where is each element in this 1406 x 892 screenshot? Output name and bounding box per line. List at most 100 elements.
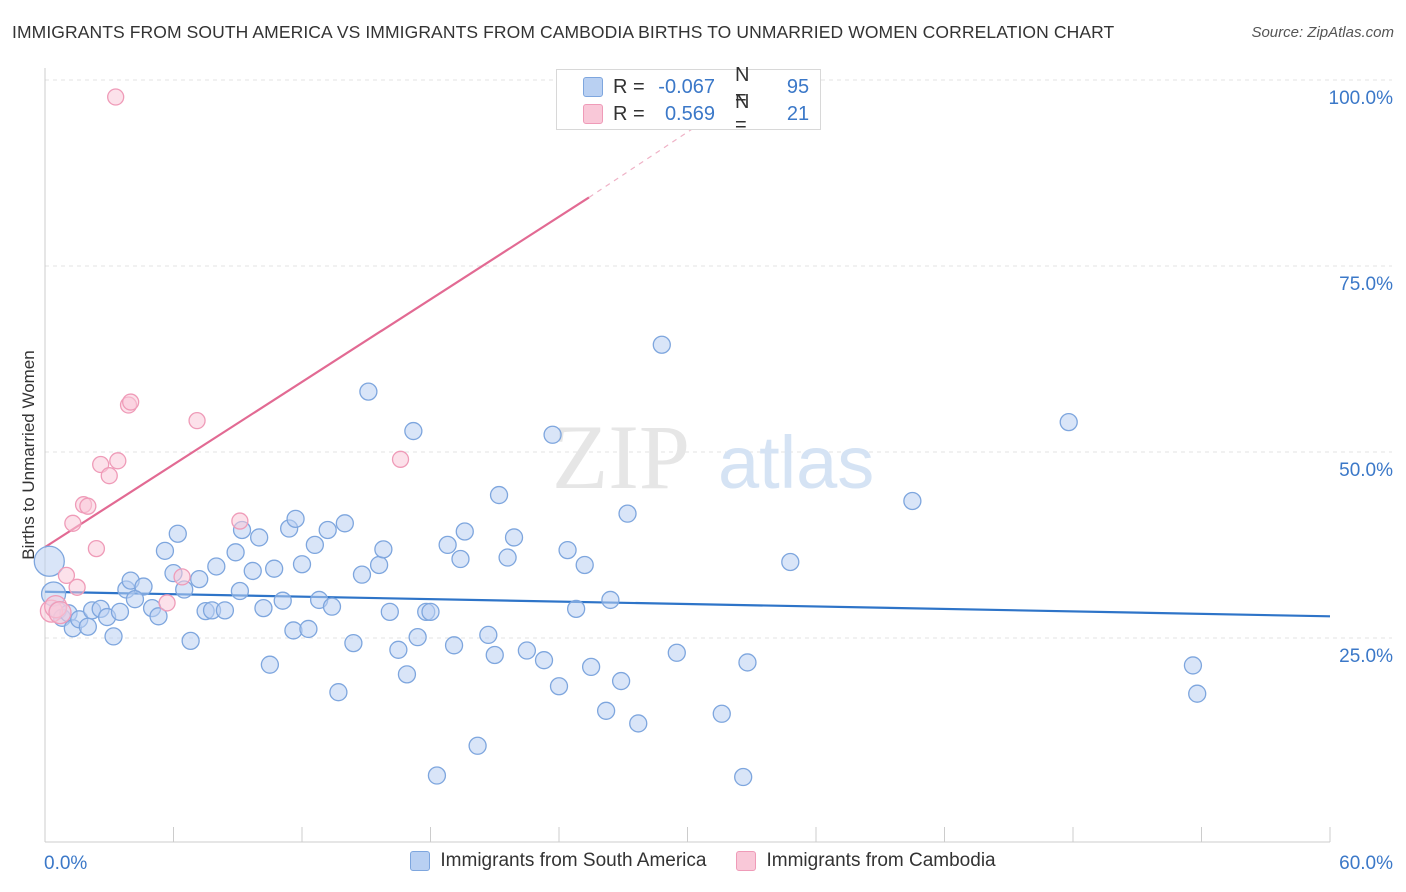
point-south-america bbox=[329, 683, 348, 702]
point-cambodia bbox=[231, 512, 249, 530]
point-south-america bbox=[344, 633, 363, 653]
n-label: N = bbox=[735, 91, 750, 136]
point-south-america bbox=[652, 335, 671, 354]
point-south-america bbox=[254, 598, 273, 618]
point-south-america bbox=[149, 607, 168, 626]
point-south-america bbox=[738, 653, 757, 672]
legend-item-cambodia[interactable]: Immigrants from Cambodia bbox=[736, 850, 996, 872]
axes bbox=[44, 68, 1331, 843]
legend: Immigrants from South America Immigrants… bbox=[0, 850, 1406, 872]
y-tick-labels: 25.0% 50.0% 75.0% 100.0% bbox=[1329, 88, 1394, 667]
point-cambodia bbox=[87, 539, 106, 558]
source-label: Source: ZipAtlas.com bbox=[1251, 24, 1394, 41]
point-south-america bbox=[273, 591, 292, 610]
point-south-america bbox=[299, 619, 318, 639]
point-south-america bbox=[389, 640, 408, 659]
point-south-america bbox=[190, 569, 209, 589]
legend-swatch-south-america bbox=[410, 851, 431, 871]
point-south-america bbox=[601, 590, 620, 610]
point-south-america bbox=[352, 565, 372, 584]
point-cambodia bbox=[100, 467, 118, 485]
point-cambodia bbox=[107, 88, 125, 106]
legend-swatch-cambodia bbox=[736, 851, 757, 871]
point-south-america bbox=[322, 597, 342, 616]
point-south-america bbox=[479, 625, 498, 645]
r-label: R = bbox=[613, 75, 645, 98]
y-tick-label: 50.0% bbox=[1339, 460, 1393, 481]
point-cambodia bbox=[188, 411, 206, 430]
point-south-america bbox=[380, 602, 399, 621]
watermark-atlas: atlas bbox=[718, 421, 874, 504]
point-cambodia bbox=[68, 578, 86, 596]
trend-line-cambodia bbox=[44, 196, 590, 549]
point-south-america bbox=[734, 767, 753, 787]
n-value: 95 bbox=[786, 75, 810, 98]
point-south-america bbox=[408, 627, 427, 647]
trend-lines bbox=[44, 118, 1331, 618]
point-cambodia bbox=[79, 497, 97, 515]
point-south-america bbox=[629, 714, 648, 733]
legend-item-south-america[interactable]: Immigrants from South America bbox=[410, 850, 706, 872]
stats-box: R = -0.067 N = 95 R = 0.569 N = 21 bbox=[556, 64, 821, 136]
point-south-america bbox=[455, 522, 474, 541]
y-tick-label: 25.0% bbox=[1339, 646, 1393, 667]
point-south-america bbox=[498, 548, 517, 567]
point-south-america bbox=[78, 617, 97, 636]
point-cambodia bbox=[391, 450, 410, 468]
point-south-america bbox=[155, 541, 175, 560]
point-south-america bbox=[104, 627, 123, 646]
point-south-america bbox=[284, 621, 303, 640]
trend-line-south-america bbox=[44, 590, 1331, 618]
point-south-america bbox=[451, 549, 470, 569]
legend-label-cambodia: Immigrants from Cambodia bbox=[766, 850, 996, 871]
point-south-america bbox=[134, 577, 153, 596]
point-south-america bbox=[575, 555, 594, 575]
point-south-america bbox=[549, 677, 569, 696]
point-south-america bbox=[207, 557, 226, 576]
point-south-america bbox=[359, 382, 378, 401]
point-south-america bbox=[485, 645, 504, 665]
point-south-america bbox=[292, 555, 312, 574]
point-south-america bbox=[781, 552, 800, 572]
point-south-america bbox=[125, 590, 145, 609]
x-tick-labels: 0.0% 60.0% bbox=[44, 853, 1393, 874]
r-value: -0.067 bbox=[658, 75, 715, 98]
point-cambodia bbox=[122, 393, 140, 411]
point-south-america bbox=[517, 641, 537, 660]
point-south-america bbox=[374, 540, 393, 559]
point-south-america bbox=[618, 504, 637, 523]
point-south-america bbox=[558, 540, 577, 560]
point-south-america bbox=[305, 535, 325, 555]
point-south-america bbox=[438, 535, 457, 555]
point-south-america bbox=[260, 655, 280, 674]
point-south-america bbox=[230, 581, 250, 601]
point-south-america bbox=[181, 631, 200, 651]
point-south-america bbox=[318, 520, 337, 540]
point-cambodia bbox=[109, 452, 127, 470]
point-south-america bbox=[335, 514, 354, 533]
point-south-america bbox=[421, 602, 440, 621]
point-south-america bbox=[667, 643, 686, 662]
point-south-america bbox=[596, 701, 616, 720]
y-tick-label: 100.0% bbox=[1329, 88, 1394, 109]
point-south-america bbox=[226, 543, 245, 562]
legend-label-south-america: Immigrants from South America bbox=[440, 850, 707, 871]
point-south-america bbox=[581, 657, 601, 677]
point-south-america bbox=[215, 601, 235, 620]
y-axis-label: Births to Unmarried Women bbox=[19, 350, 38, 559]
chart-title: IMMIGRANTS FROM SOUTH AMERICA VS IMMIGRA… bbox=[12, 22, 1115, 42]
point-south-america bbox=[444, 636, 464, 655]
point-south-america bbox=[404, 421, 423, 441]
point-south-america bbox=[110, 602, 130, 621]
n-label: N = bbox=[735, 64, 750, 109]
r-value: 0.569 bbox=[664, 102, 715, 125]
y-tick-label: 75.0% bbox=[1339, 274, 1393, 295]
x-tick-label: 60.0% bbox=[1339, 853, 1393, 874]
point-south-america bbox=[489, 485, 509, 505]
point-cambodia bbox=[158, 594, 176, 612]
n-value: 21 bbox=[786, 102, 810, 125]
point-south-america bbox=[566, 599, 586, 619]
point-south-america bbox=[903, 491, 922, 511]
point-south-america bbox=[1183, 656, 1203, 675]
